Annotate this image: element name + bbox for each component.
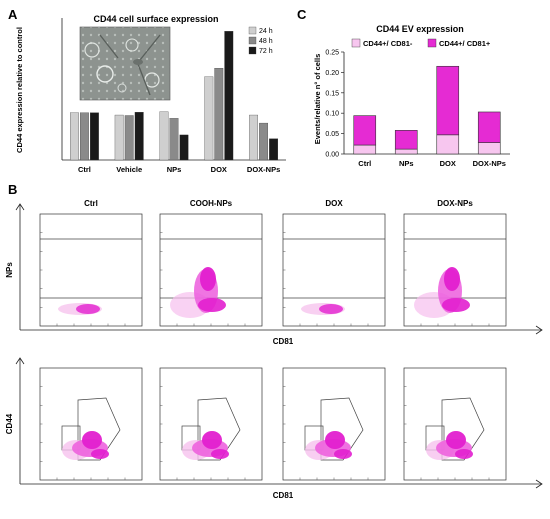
chart-c-bars [353, 65, 501, 155]
chart-a-bar [169, 118, 179, 161]
flow-density-peak [334, 449, 352, 459]
chart-c-legend-label: CD44+/ CD81- [363, 39, 413, 48]
chart-c-legend-swatch [427, 38, 437, 48]
chart-c-y-tick-label: 0.20 [325, 70, 339, 77]
flow-column-header: DOX [325, 199, 343, 208]
chart-a-bar [179, 134, 189, 161]
flow-outer-x-arrow [535, 325, 543, 335]
flow-density-peak [444, 267, 460, 291]
chart-cd44-ev: CD44 EV expression Events/relative n° of… [313, 24, 510, 168]
flow-density-peak [446, 431, 466, 449]
chart-c-legend-swatch [351, 38, 361, 48]
panel-label-a: A [8, 7, 18, 22]
chart-c-y-tick-label: 0.25 [325, 50, 339, 57]
chart-a-title: CD44 cell surface expression [93, 14, 218, 24]
chart-c-y-tick-label: 0.15 [325, 90, 339, 97]
flow-outer-x-arrow [535, 479, 543, 489]
chart-c-category-label: DOX-NPs [473, 159, 506, 168]
flow-plot-frame [282, 367, 386, 481]
flow-density-core [76, 304, 100, 314]
chart-c-bar-segment [477, 111, 501, 143]
flow-row-xlabel: CD81 [273, 337, 294, 346]
flow-density-peak [91, 449, 109, 459]
chart-a-legend: 24 h 48 h 72 h [248, 26, 273, 55]
chart-c-bar-segment [394, 148, 418, 155]
flow-density-peak [455, 449, 473, 459]
flow-plot-frame [403, 367, 507, 481]
chart-c-y-tick-label: 0.10 [325, 111, 339, 118]
chart-a-bar [70, 112, 79, 161]
flow-density-peak [198, 298, 226, 312]
chart-a-category-label: Ctrl [78, 165, 91, 174]
chart-a-legend-label: 72 h [259, 48, 273, 55]
chart-a-legend-swatch [248, 46, 257, 55]
chart-a-category-label: DOX-NPs [247, 165, 280, 174]
chart-c-bar-segment [477, 142, 501, 155]
chart-a-bar [80, 112, 89, 161]
flow-plot-frame [159, 367, 263, 481]
chart-c-category-label: NPs [399, 159, 414, 168]
chart-a-bar [114, 114, 124, 161]
flow-column-header: DOX-NPs [437, 199, 473, 208]
chart-a-bar [249, 114, 259, 161]
chart-a-legend-label: 48 h [259, 38, 273, 45]
chart-c-bar-segment [436, 134, 460, 155]
chart-c-legend-label: CD44+/ CD81+ [439, 39, 491, 48]
flow-row-ylabel: CD44 [5, 413, 14, 434]
chart-c-bar-segment [353, 115, 377, 146]
chart-a-legend-swatch [248, 36, 257, 45]
flow-cytometry-grid: Ctrl COOH-NPs DOX DOX-NPs NPs CD81 CD44 CD81 [5, 199, 543, 500]
flow-outer-y-arrow [15, 357, 25, 365]
chart-a-category-label: Vehicle [116, 165, 142, 174]
chart-c-y-tick-label: 0.00 [325, 152, 339, 159]
chart-a-bar [259, 122, 269, 161]
flow-density-peak [82, 431, 102, 449]
flow-density-peak [202, 431, 222, 449]
chart-c-ylabel: Events/relative n° of cells [313, 54, 322, 145]
chart-a-ylabel: CD44 expression relative to control [15, 27, 24, 153]
flow-density-peak [200, 267, 216, 291]
chart-c-category-labels: Ctrl NPs DOX DOX-NPs [358, 159, 506, 168]
chart-a-bars [70, 31, 279, 161]
chart-c-category-label: Ctrl [358, 159, 371, 168]
chart-a-bar [269, 138, 279, 161]
chart-a-bar [204, 76, 214, 161]
flow-row-ylabel: NPs [5, 262, 14, 278]
chart-a-bar [134, 112, 144, 161]
chart-cd44-surface: CD44 cell surface expression CD44 expres… [15, 14, 286, 174]
flow-column-header: COOH-NPs [190, 199, 233, 208]
panel-label-b: B [8, 182, 17, 197]
chart-c-bar-segment [436, 65, 460, 136]
flow-density-peak [211, 449, 229, 459]
flow-row-xlabel: CD81 [273, 491, 294, 500]
chart-c-y-tick-label: 0.05 [325, 131, 339, 138]
chart-c-legend: CD44+/ CD81- CD44+/ CD81+ [351, 38, 491, 48]
chart-a-bar [224, 31, 234, 161]
flow-density-peak [325, 431, 345, 449]
chart-c-bar-segment [353, 144, 377, 155]
flow-plot-frame [39, 367, 143, 481]
chart-a-legend-label: 24 h [259, 28, 273, 35]
flow-density-core [319, 304, 343, 314]
chart-a-bar [90, 112, 99, 161]
chart-a-bar [214, 68, 224, 161]
chart-a-legend-swatch [248, 26, 257, 35]
chart-c-bar-segment [394, 130, 418, 150]
chart-c-title: CD44 EV expression [376, 24, 464, 34]
chart-a-bar [124, 115, 134, 161]
chart-a-category-label: DOX [211, 165, 227, 174]
chart-c-category-label: DOX [440, 159, 456, 168]
flow-density-peak [442, 298, 470, 312]
flow-column-header: Ctrl [84, 199, 98, 208]
micrograph-inset [79, 26, 171, 101]
flow-outer-y-arrow [15, 203, 25, 211]
chart-a-bar [159, 111, 169, 161]
chart-a-category-labels: Ctrl Vehicle NPs DOX DOX-NPs [78, 165, 280, 174]
chart-a-category-label: NPs [167, 165, 182, 174]
panel-label-c: C [297, 7, 307, 22]
